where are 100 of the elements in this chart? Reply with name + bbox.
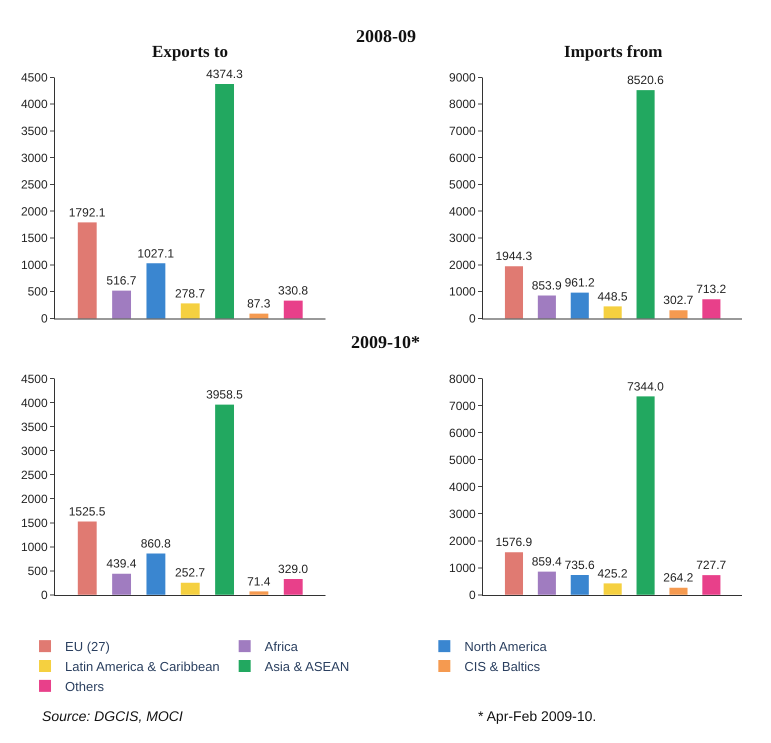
y-tick-label: 3000: [20, 150, 48, 165]
y-tick-label: 4500: [20, 372, 48, 386]
bar: [538, 295, 556, 318]
bar: [702, 299, 720, 318]
y-tick-label: 7000: [449, 398, 476, 413]
y-tick-label: 2000: [20, 204, 48, 218]
bar: [636, 396, 655, 595]
data-label: 961.2: [564, 276, 595, 290]
text: 2008-09: [356, 26, 416, 46]
y-tick-label: 500: [28, 564, 48, 578]
data-label: 1576.9: [495, 535, 532, 550]
data-label: 71.4: [247, 574, 271, 588]
bar: [284, 579, 303, 595]
y-tick-label: 4000: [449, 480, 476, 494]
bar: [112, 574, 132, 595]
data-label: 1792.1: [68, 205, 106, 220]
text: * Apr-Feb 2009-10.: [478, 708, 596, 724]
bar: [669, 588, 688, 595]
bar: [78, 222, 97, 318]
bar: [636, 90, 655, 318]
bar: [604, 306, 622, 318]
data-label: 727.7: [696, 558, 727, 572]
bar: [570, 292, 589, 318]
bar: [180, 582, 200, 595]
legend-label: EU (27): [65, 639, 110, 654]
bar: [146, 553, 166, 595]
chart-title: Imports from: [564, 42, 662, 61]
y-tick-label: 2000: [20, 492, 48, 506]
data-label: 859.4: [532, 554, 562, 569]
data-label: 516.7: [106, 274, 137, 288]
bar: [180, 303, 200, 318]
data-label: 1027.1: [137, 246, 174, 260]
data-label: 713.2: [696, 282, 727, 296]
y-tick-label: 2000: [449, 534, 476, 548]
data-label: 330.8: [278, 284, 308, 298]
bar: [146, 263, 166, 318]
y-tick-label: 3000: [449, 506, 476, 521]
y-tick-label: 3500: [20, 420, 48, 434]
data-label: 252.7: [175, 566, 206, 580]
legend-label: Others: [65, 679, 105, 694]
y-tick-label: 6000: [449, 150, 476, 165]
data-label: 87.3: [247, 296, 271, 311]
data-label: 1944.3: [495, 249, 532, 264]
y-tick-label: 7000: [449, 124, 476, 138]
bar: [78, 522, 97, 595]
y-tick-label: 2000: [449, 258, 476, 272]
y-tick-label: 9000: [449, 70, 476, 84]
data-label: 448.5: [598, 289, 628, 304]
bar: [604, 583, 622, 595]
data-label: 329.0: [278, 562, 308, 576]
text: 2009-10*: [351, 332, 420, 352]
y-tick-label: 1000: [20, 540, 48, 554]
data-label: 278.7: [175, 286, 206, 300]
y-tick-label: 3500: [20, 124, 48, 138]
y-tick-label: 0: [469, 312, 476, 326]
y-tick-label: 500: [28, 284, 48, 299]
bar: [215, 404, 234, 595]
bar: [504, 266, 524, 318]
y-tick-label: 8000: [449, 97, 476, 112]
source-note: Source: DGCIS, MOCI: [42, 708, 183, 724]
legend-label: CIS & Baltics: [464, 659, 541, 674]
data-label: 853.9: [532, 278, 562, 292]
legend-label: Asia & ASEAN: [264, 659, 350, 674]
y-tick-label: 0: [40, 588, 48, 602]
legend-label: North America: [464, 639, 548, 654]
data-label: 8520.6: [627, 73, 664, 88]
legend-label: Africa: [264, 639, 299, 654]
y-tick-label: 2500: [20, 178, 48, 192]
bar: [702, 575, 720, 595]
y-tick-label: 5000: [449, 452, 476, 467]
bar: [504, 552, 524, 595]
bar: [570, 574, 589, 595]
y-tick-label: 6000: [449, 426, 476, 440]
y-tick-label: 1500: [20, 516, 48, 530]
data-label: 3958.5: [206, 388, 244, 402]
y-tick-label: 8000: [449, 372, 476, 386]
data-label: 735.6: [564, 558, 595, 572]
y-tick-label: 4000: [20, 97, 48, 112]
y-tick-label: 1500: [20, 231, 48, 246]
y-tick-label: 3000: [449, 231, 476, 246]
data-label: 4374.3: [206, 66, 244, 81]
data-label: 7344.0: [627, 379, 664, 394]
y-tick-label: 3000: [20, 444, 48, 458]
y-tick-label: 4000: [20, 396, 48, 410]
y-tick-label: 4000: [449, 204, 476, 218]
y-tick-label: 0: [469, 588, 476, 602]
bar: [249, 314, 268, 318]
y-tick-label: 5000: [449, 178, 476, 192]
data-label: 264.2: [663, 570, 694, 585]
y-tick-label: 1000: [20, 258, 48, 272]
bar: [669, 310, 688, 318]
data-label: 439.4: [106, 556, 137, 571]
legend-label: Latin America & Caribbean: [65, 659, 220, 674]
y-tick-label: 1000: [449, 561, 476, 575]
y-tick-label: 2500: [20, 468, 48, 482]
bar: [538, 572, 556, 595]
chart-title: Exports to: [152, 42, 228, 61]
bar: [215, 84, 234, 318]
data-label: 1525.5: [68, 504, 106, 519]
bar: [112, 290, 132, 318]
